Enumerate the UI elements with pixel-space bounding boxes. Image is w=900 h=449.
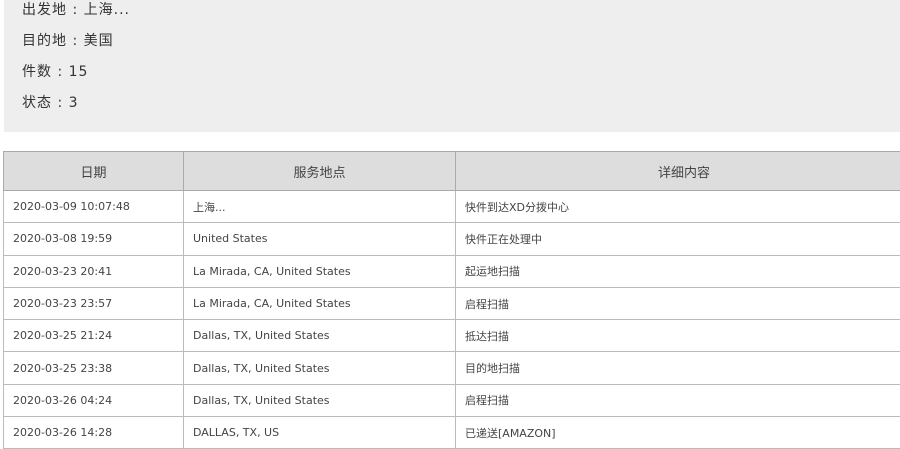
cell-date: 2020-03-09 10:07:48 bbox=[4, 191, 184, 223]
header-location: 服务地点 bbox=[184, 152, 456, 191]
cell-date: 2020-03-25 21:24 bbox=[4, 320, 184, 352]
cell-details: 起运地扫描 bbox=[456, 255, 900, 287]
cell-details: 目的地扫描 bbox=[456, 352, 900, 384]
destination-line: 目的地 : 美国 bbox=[22, 30, 114, 50]
cell-date: 2020-03-23 23:57 bbox=[4, 287, 184, 319]
cell-date: 2020-03-23 20:41 bbox=[4, 255, 184, 287]
header-date: 日期 bbox=[4, 152, 184, 191]
cell-details: 快件正在处理中 bbox=[456, 223, 900, 255]
cell-details: 启程扫描 bbox=[456, 287, 900, 319]
cell-details: 启程扫描 bbox=[456, 384, 900, 416]
cell-location: 上海... bbox=[184, 191, 456, 223]
cell-date: 2020-03-08 19:59 bbox=[4, 223, 184, 255]
cell-location: DALLAS, TX, US bbox=[184, 417, 456, 449]
cell-details: 抵达扫描 bbox=[456, 320, 900, 352]
cell-location: United States bbox=[184, 223, 456, 255]
header-details: 详细内容 bbox=[456, 152, 900, 191]
origin-line: 出发地 : 上海... bbox=[22, 0, 130, 19]
shipment-summary: 出发地 : 上海... 目的地 : 美国 件数 : 15 状态 : 3 bbox=[4, 0, 900, 132]
cell-location: Dallas, TX, United States bbox=[184, 320, 456, 352]
piece-count-line: 件数 : 15 bbox=[22, 61, 88, 81]
cell-location: Dallas, TX, United States bbox=[184, 384, 456, 416]
status-line: 状态 : 3 bbox=[22, 92, 79, 112]
cell-location: Dallas, TX, United States bbox=[184, 352, 456, 384]
cell-date: 2020-03-26 04:24 bbox=[4, 384, 184, 416]
cell-details: 快件到达XD分拨中心 bbox=[456, 191, 900, 223]
table-header-row: 日期 服务地点 详细内容 bbox=[4, 152, 900, 191]
cell-date: 2020-03-26 14:28 bbox=[4, 417, 184, 449]
cell-location: La Mirada, CA, United States bbox=[184, 255, 456, 287]
cell-location: La Mirada, CA, United States bbox=[184, 287, 456, 319]
cell-date: 2020-03-25 23:38 bbox=[4, 352, 184, 384]
cell-details: 已递送[AMAZON] bbox=[456, 417, 900, 449]
